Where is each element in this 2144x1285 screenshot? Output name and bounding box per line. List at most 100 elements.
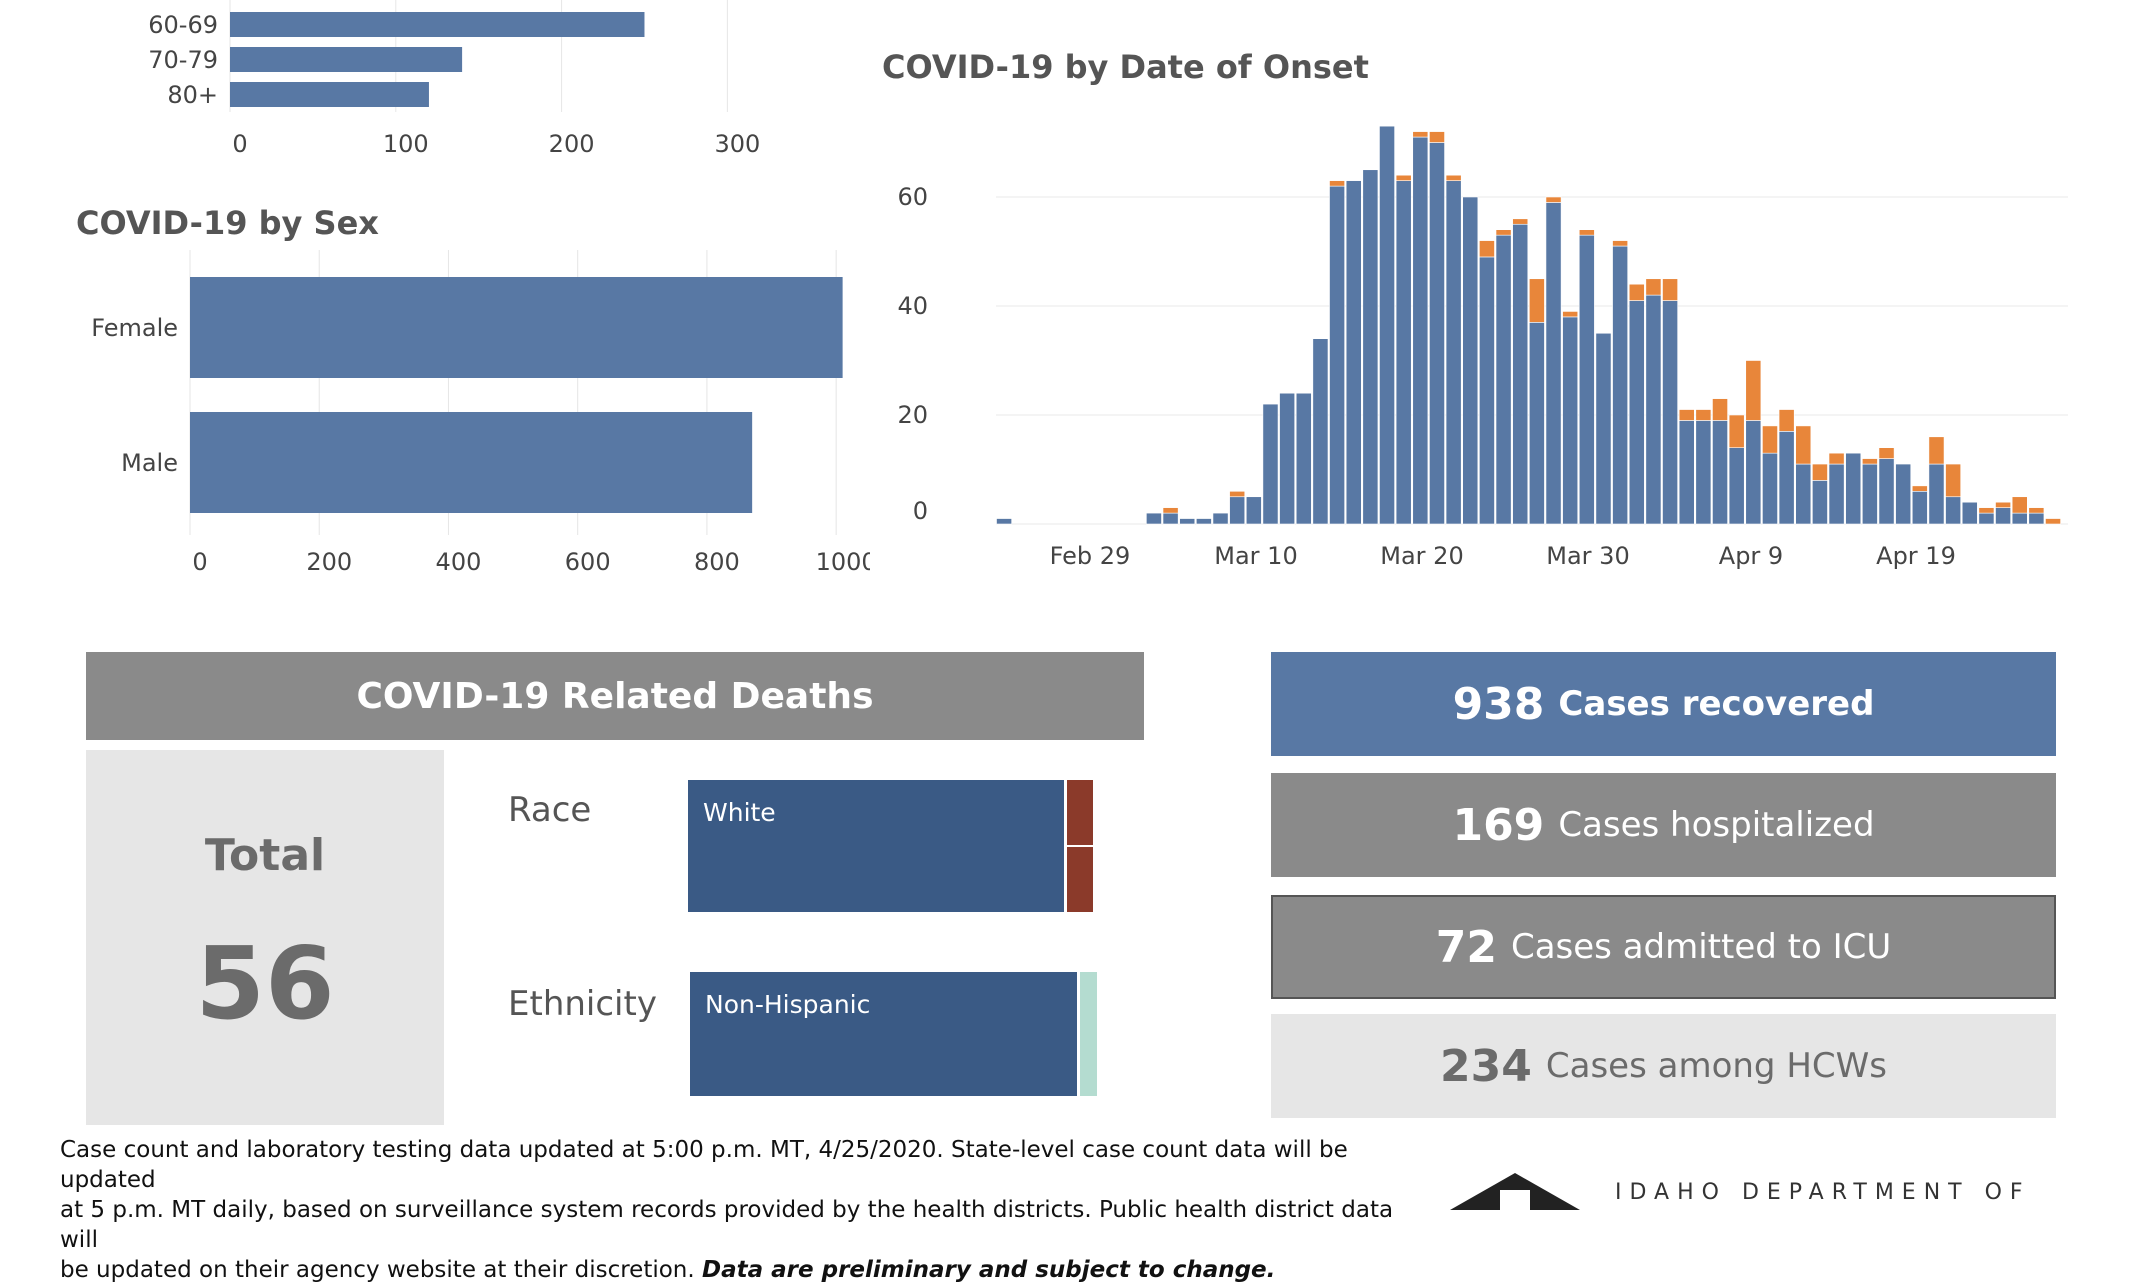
onset-bar-orange <box>1945 463 1962 498</box>
onset-bar-orange <box>1728 414 1745 449</box>
onset-bar-blue <box>1678 420 1695 525</box>
footer-line-3-emphasis: Data are preliminary and subject to chan… <box>702 1257 1276 1283</box>
onset-bar-blue <box>1262 403 1279 525</box>
race-label: Race <box>508 790 592 830</box>
race-segment-white: White <box>688 780 1064 912</box>
onset-bar-blue <box>1479 256 1495 525</box>
onset-bar-blue <box>1379 125 1395 525</box>
sex-x-tick: 400 <box>436 548 482 576</box>
onset-bar-orange <box>1429 131 1445 143</box>
onset-bar-blue <box>1245 496 1262 525</box>
onset-bar-blue <box>1562 316 1579 525</box>
onset-bar-orange <box>1545 196 1562 203</box>
onset-y-tick: 0 <box>913 497 928 525</box>
onset-bar-blue <box>1545 202 1562 525</box>
age-category-label: 70-79 <box>148 46 218 74</box>
onset-bar-blue <box>1762 452 1778 525</box>
onset-bar-orange <box>1329 180 1345 187</box>
onset-y-tick: 60 <box>897 183 928 211</box>
onset-bar-blue <box>1995 507 2011 525</box>
onset-bar-orange <box>1762 425 1778 454</box>
ethnicity-segment-other <box>1080 972 1097 1096</box>
stat-hospitalized-value: 169 <box>1452 799 1545 851</box>
onset-bar-orange <box>1628 283 1645 301</box>
stat-hospitalized: 169 Cases hospitalized <box>1271 773 2056 877</box>
onset-bar-blue <box>1146 512 1162 525</box>
onset-bar-orange <box>1861 458 1878 465</box>
onset-x-tick: Apr 19 <box>1876 542 1956 570</box>
stat-hcws: 234 Cases among HCWs <box>1271 1014 2056 1118</box>
onset-bar-blue <box>1845 452 1862 525</box>
age-bar <box>230 47 463 72</box>
onset-bar-chart: 0 20 40 60 Feb 29 Mar 10 Mar 20 Mar 30 Apr 9 Apr … <box>897 125 2068 570</box>
idaho-logo-icon <box>1450 1173 1580 1210</box>
stat-icu-value: 72 <box>1435 921 1497 973</box>
onset-x-tick: Mar 30 <box>1546 542 1629 570</box>
onset-chart-title: COVID-19 by Date of Onset <box>882 48 1369 86</box>
onset-bar-orange <box>1662 278 1678 301</box>
footer-line-1: Case count and laboratory testing data u… <box>60 1137 1348 1193</box>
onset-bar-blue <box>1179 518 1196 525</box>
stat-hospitalized-label: Cases hospitalized <box>1558 805 1875 845</box>
onset-bar-blue <box>1895 463 1912 525</box>
onset-bar-blue <box>1795 463 1812 525</box>
onset-bar-orange <box>1578 229 1595 236</box>
onset-bar-orange <box>1812 463 1828 481</box>
onset-bar-orange <box>1412 131 1429 138</box>
onset-bar-orange <box>1695 409 1712 421</box>
onset-bar-blue <box>1828 463 1845 525</box>
onset-bar-orange <box>1712 398 1728 421</box>
onset-bar-orange <box>1495 229 1512 236</box>
deaths-header: COVID-19 Related Deaths <box>86 652 1144 740</box>
onset-bar-blue <box>996 518 1012 525</box>
stat-recovered: 938 Cases recovered <box>1271 652 2056 756</box>
stat-recovered-value: 938 <box>1452 678 1545 730</box>
onset-bar-blue <box>1645 294 1662 525</box>
onset-bar-blue <box>1495 234 1512 525</box>
onset-x-tick: Feb 29 <box>1050 542 1131 570</box>
ethnicity-label: Ethnicity <box>508 984 657 1024</box>
onset-bar-blue <box>1195 518 1212 525</box>
onset-x-tick: Apr 9 <box>1719 542 1783 570</box>
onset-bar-blue <box>1312 338 1329 525</box>
onset-bar-blue <box>1662 300 1678 525</box>
onset-bar-blue <box>1628 300 1645 525</box>
sex-x-tick: 800 <box>694 548 740 576</box>
onset-bar-blue <box>1295 392 1312 525</box>
race-segment-minor <box>1067 780 1093 912</box>
onset-bar-blue <box>1445 180 1462 525</box>
onset-bar-blue <box>1695 420 1712 525</box>
onset-bar-orange <box>1745 360 1762 421</box>
onset-bar-blue <box>1162 512 1179 525</box>
deaths-total-value: 56 <box>195 925 335 1042</box>
onset-bar-orange <box>1612 240 1628 247</box>
onset-bar-blue <box>1395 180 1412 525</box>
onset-bar-orange <box>1928 436 1945 465</box>
onset-bar-orange <box>1445 174 1462 181</box>
ethnicity-stacked-bar: Non-Hispanic <box>690 972 1097 1096</box>
sex-bar <box>190 412 753 513</box>
sex-chart-title: COVID-19 by Sex <box>76 204 379 242</box>
race-stacked-bar: White <box>688 780 1093 912</box>
onset-bar-blue <box>1878 458 1895 525</box>
onset-bar-blue <box>1578 234 1595 525</box>
age-bar-chart: 0 100 200 300 60-69 70-79 80+ <box>148 0 760 158</box>
onset-bar-blue <box>1945 496 1962 525</box>
sex-x-tick: 0 <box>192 548 207 576</box>
footer-line-3-text: be updated on their agency website at th… <box>60 1257 695 1283</box>
onset-bar-orange <box>2011 496 2028 514</box>
age-x-tick: 100 <box>383 130 429 158</box>
stat-recovered-label: Cases recovered <box>1558 684 1875 724</box>
onset-bar-orange <box>1528 278 1545 323</box>
onset-bar-orange <box>1512 218 1529 225</box>
age-bar <box>230 12 645 37</box>
onset-bar-blue <box>2011 512 2028 525</box>
onset-y-tick: 20 <box>897 401 928 429</box>
onset-bar-blue <box>1412 136 1429 525</box>
onset-bar-blue <box>1961 501 1978 525</box>
deaths-total-box: Total 56 <box>86 750 444 1125</box>
stat-hcws-label: Cases among HCWs <box>1545 1046 1887 1086</box>
ethnicity-segment-non-hispanic: Non-Hispanic <box>690 972 1077 1096</box>
onset-bar-blue <box>1928 463 1945 525</box>
onset-bar-blue <box>1595 332 1612 525</box>
